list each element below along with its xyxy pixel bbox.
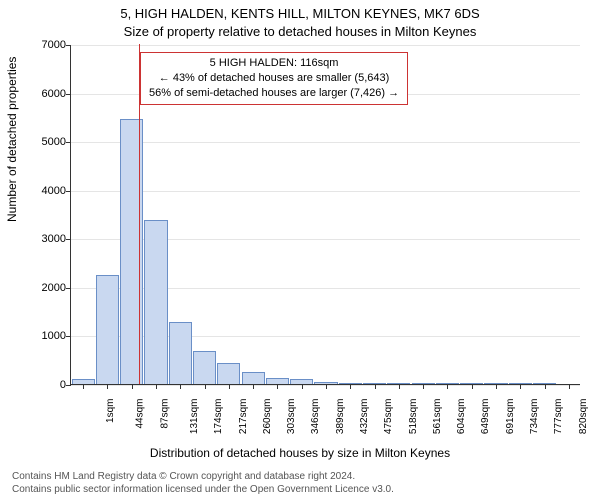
xtick-mark	[496, 384, 497, 389]
ytick-mark	[66, 94, 71, 95]
annotation-line: ← 43% of detached houses are smaller (5,…	[149, 71, 399, 86]
annotation-line: 56% of semi-detached houses are larger (…	[149, 86, 399, 101]
ytick-label: 1000	[26, 330, 66, 342]
histogram-bar	[96, 275, 119, 384]
ytick-mark	[66, 191, 71, 192]
chart-container: 5, HIGH HALDEN, KENTS HILL, MILTON KEYNE…	[0, 0, 600, 500]
histogram-bar	[217, 363, 240, 384]
ytick-label: 0	[26, 379, 66, 391]
xtick-label: 518sqm	[408, 399, 419, 435]
ytick-mark	[66, 288, 71, 289]
histogram-bar	[72, 379, 95, 384]
xtick-mark	[156, 384, 157, 389]
gridline	[71, 142, 580, 143]
xtick-mark	[399, 384, 400, 389]
xtick-mark	[277, 384, 278, 389]
xtick-mark	[107, 384, 108, 389]
annotation-box: 5 HIGH HALDEN: 116sqm← 43% of detached h…	[140, 52, 408, 105]
histogram-bar	[412, 383, 435, 384]
xtick-mark	[375, 384, 376, 389]
histogram-bar	[484, 383, 507, 384]
xtick-label: 691sqm	[505, 399, 516, 435]
histogram-bar	[144, 220, 167, 384]
xtick-mark	[520, 384, 521, 389]
xtick-label: 389sqm	[335, 399, 346, 435]
histogram-bar	[242, 372, 265, 384]
xtick-label: 1sqm	[105, 399, 116, 423]
xtick-label: 777sqm	[553, 399, 564, 435]
ytick-label: 2000	[26, 282, 66, 294]
xtick-label: 87sqm	[159, 399, 170, 429]
xtick-label: 346sqm	[311, 399, 322, 435]
footer-line1: Contains HM Land Registry data © Crown c…	[12, 470, 394, 483]
xtick-mark	[180, 384, 181, 389]
histogram-bar	[436, 383, 459, 384]
xtick-mark	[302, 384, 303, 389]
xtick-label: 475sqm	[383, 399, 394, 435]
histogram-bar	[290, 379, 313, 384]
histogram-bar	[363, 383, 386, 384]
xtick-label: 820sqm	[578, 399, 589, 435]
xtick-label: 260sqm	[262, 399, 273, 435]
xtick-label: 131sqm	[189, 399, 200, 435]
xtick-label: 649sqm	[481, 399, 492, 435]
xtick-label: 604sqm	[456, 399, 467, 435]
xtick-label: 734sqm	[529, 399, 540, 435]
ytick-label: 6000	[26, 88, 66, 100]
xtick-label: 432sqm	[359, 399, 370, 435]
histogram-bar	[509, 383, 532, 384]
xtick-label: 44sqm	[135, 399, 146, 429]
xtick-mark	[447, 384, 448, 389]
gridline	[71, 191, 580, 192]
ytick-mark	[66, 385, 71, 386]
ytick-mark	[66, 336, 71, 337]
xtick-label: 561sqm	[432, 399, 443, 435]
histogram-bar	[169, 322, 192, 384]
xtick-mark	[132, 384, 133, 389]
xtick-mark	[229, 384, 230, 389]
footer-line2: Contains public sector information licen…	[12, 483, 394, 496]
xtick-mark	[569, 384, 570, 389]
histogram-bar	[266, 378, 289, 384]
gridline	[71, 45, 580, 46]
xtick-label: 174sqm	[213, 399, 224, 435]
ytick-label: 5000	[26, 136, 66, 148]
ytick-mark	[66, 45, 71, 46]
chart-title-sub: Size of property relative to detached ho…	[0, 24, 600, 39]
histogram-bar	[193, 351, 216, 384]
xtick-mark	[423, 384, 424, 389]
histogram-bar	[339, 383, 362, 384]
chart-title-main: 5, HIGH HALDEN, KENTS HILL, MILTON KEYNE…	[0, 6, 600, 21]
histogram-bar	[387, 383, 410, 384]
xtick-mark	[253, 384, 254, 389]
histogram-bar	[314, 382, 337, 384]
xtick-mark	[350, 384, 351, 389]
ytick-mark	[66, 142, 71, 143]
xtick-mark	[83, 384, 84, 389]
annotation-line: 5 HIGH HALDEN: 116sqm	[149, 56, 399, 71]
histogram-bar	[533, 383, 556, 384]
chart-footer: Contains HM Land Registry data © Crown c…	[12, 470, 394, 496]
xtick-mark	[326, 384, 327, 389]
xtick-label: 217sqm	[238, 399, 249, 435]
ytick-label: 4000	[26, 185, 66, 197]
y-axis-label: Number of detached properties	[5, 57, 19, 222]
histogram-bar	[460, 383, 483, 384]
x-axis-label: Distribution of detached houses by size …	[0, 446, 600, 460]
xtick-label: 303sqm	[286, 399, 297, 435]
ytick-label: 7000	[26, 39, 66, 51]
ytick-label: 3000	[26, 233, 66, 245]
ytick-mark	[66, 239, 71, 240]
xtick-mark	[545, 384, 546, 389]
xtick-mark	[472, 384, 473, 389]
xtick-mark	[205, 384, 206, 389]
